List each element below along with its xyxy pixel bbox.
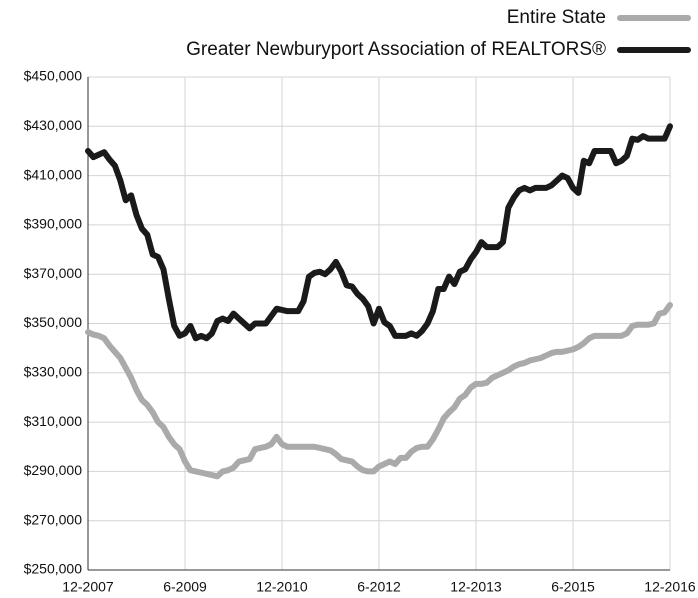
y-tick-label: $250,000 (24, 561, 83, 577)
y-tick-label: $290,000 (24, 462, 83, 478)
y-tick-label: $370,000 (24, 265, 83, 281)
x-tick-label: 12-2010 (256, 579, 308, 595)
y-tick-label: $270,000 (24, 511, 83, 527)
series-line (85, 123, 673, 342)
legend: Entire State Greater Newburyport Associat… (186, 7, 691, 60)
x-tick-label: 12-2013 (450, 579, 502, 595)
x-tick-label: 6-2009 (163, 579, 207, 595)
legend-label: Entire State (507, 7, 606, 28)
y-tick-label: $390,000 (24, 216, 83, 232)
y-tick-label: $330,000 (24, 364, 83, 380)
legend-label: Greater Newburyport Association of REALT… (186, 39, 606, 60)
y-tick-label: $410,000 (24, 166, 83, 182)
x-tick-label: 12-2007 (62, 579, 114, 595)
y-tick-label: $350,000 (24, 314, 83, 330)
y-tick-label: $430,000 (24, 117, 83, 133)
x-tick-label: 12-2016 (644, 579, 696, 595)
x-tick-label: 6-2012 (357, 579, 401, 595)
y-tick-label: $310,000 (24, 413, 83, 429)
y-tick-label: $450,000 (24, 68, 83, 84)
x-tick-label: 6-2015 (551, 579, 595, 595)
series-line (85, 302, 673, 480)
